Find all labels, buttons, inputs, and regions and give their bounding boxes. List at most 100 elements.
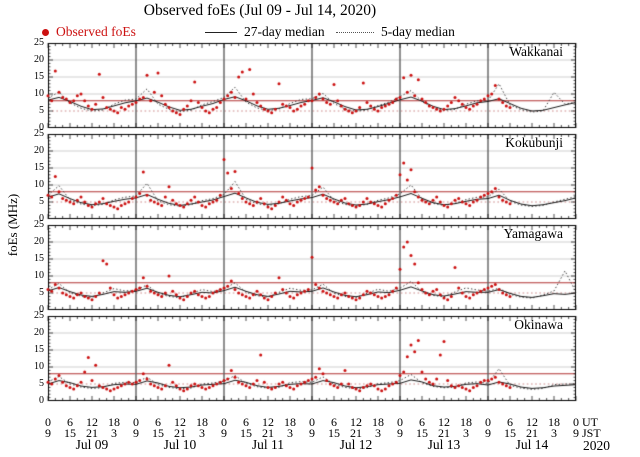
y-tick-label: 5	[39, 105, 44, 116]
station-label: Kokubunji	[505, 135, 563, 150]
x-tick-ut: 18	[284, 415, 296, 429]
y-tick-label: 5	[39, 378, 44, 389]
x-tick-ut: 0	[573, 415, 579, 429]
x-tick-jst: 21	[262, 426, 274, 440]
x-tick-jst: 15	[416, 426, 428, 440]
x-tick-jst: 21	[174, 426, 186, 440]
x-tick-jst: 3	[551, 426, 557, 440]
x-tick-ut: 0	[397, 415, 403, 429]
y-tick-label: 20	[34, 145, 44, 156]
y-tick-label: 25	[34, 310, 44, 321]
x-tick-ut: 12	[174, 415, 186, 429]
x-tick-jst: 21	[526, 426, 538, 440]
x-tick-ut: 18	[108, 415, 120, 429]
day-label: Jul 14	[515, 437, 549, 452]
x-tick-jst: 21	[438, 426, 450, 440]
y-tick-label: 20	[34, 327, 44, 338]
y-tick-label: 0	[39, 213, 44, 224]
x-tick-ut: 12	[526, 415, 538, 429]
x-tick-ut: 0	[221, 415, 227, 429]
x-tick-ut: 12	[350, 415, 362, 429]
day-label: Jul 10	[163, 437, 197, 452]
y-tick-label: 5	[39, 287, 44, 298]
x-tick-jst: 9	[221, 426, 227, 440]
legend-median5-label: 5-day median	[381, 24, 455, 39]
y-tick-label: 10	[34, 361, 44, 372]
day-label: Jul 09	[75, 437, 109, 452]
x-tick-ut: 6	[507, 415, 513, 429]
jst-unit-label: JST	[582, 426, 601, 440]
y-tick-label: 0	[39, 304, 44, 315]
dotted-line-icon	[336, 31, 374, 33]
y-axis-label: foEs (MHz)	[5, 193, 20, 257]
x-tick-jst: 15	[64, 426, 76, 440]
observed-dot-icon	[42, 28, 49, 36]
y-tick-label: 15	[34, 71, 44, 82]
x-tick-jst: 9	[309, 426, 315, 440]
x-tick-jst: 9	[397, 426, 403, 440]
x-tick-jst: 15	[240, 426, 252, 440]
x-tick-ut: 18	[548, 415, 560, 429]
y-tick-label: 20	[34, 236, 44, 247]
x-tick-ut: 12	[262, 415, 274, 429]
x-tick-ut: 0	[133, 415, 139, 429]
station-label: Yamagawa	[503, 226, 563, 241]
x-tick-ut: 6	[331, 415, 337, 429]
x-tick-jst: 15	[328, 426, 340, 440]
solid-line-icon	[205, 31, 237, 33]
x-tick-ut: 0	[309, 415, 315, 429]
legend-median27: 27-day median	[205, 24, 325, 40]
station-label: Wakkanai	[509, 44, 563, 59]
x-tick-jst: 21	[350, 426, 362, 440]
legend-observed-label: Observed foEs	[56, 24, 136, 39]
x-tick-jst: 9	[45, 426, 51, 440]
legend-observed: Observed foEs	[42, 24, 136, 40]
x-tick-jst: 9	[573, 426, 579, 440]
x-tick-jst: 3	[111, 426, 117, 440]
y-tick-label: 20	[34, 54, 44, 65]
year-label: 2020	[583, 438, 610, 453]
day-label: Jul 12	[339, 437, 373, 452]
x-tick-jst: 3	[463, 426, 469, 440]
x-tick-ut: 12	[438, 415, 450, 429]
day-label: Jul 11	[251, 437, 285, 452]
legend-median27-label: 27-day median	[244, 24, 325, 39]
station-label: Okinawa	[514, 317, 563, 332]
y-tick-label: 0	[39, 122, 44, 133]
x-tick-ut: 0	[485, 415, 491, 429]
y-tick-label: 25	[34, 219, 44, 230]
x-tick-jst: 21	[86, 426, 98, 440]
x-tick-ut: 18	[460, 415, 472, 429]
y-tick-label: 10	[34, 179, 44, 190]
y-tick-label: 10	[34, 88, 44, 99]
y-tick-label: 10	[34, 270, 44, 281]
x-tick-jst: 15	[152, 426, 164, 440]
y-tick-label: 15	[34, 344, 44, 355]
x-tick-ut: 6	[155, 415, 161, 429]
x-tick-ut: 6	[419, 415, 425, 429]
y-tick-label: 15	[34, 162, 44, 173]
x-tick-ut: 18	[196, 415, 208, 429]
chart-title: Observed foEs (Jul 09 - Jul 14, 2020)	[143, 2, 377, 19]
x-tick-jst: 9	[133, 426, 139, 440]
x-tick-jst: 15	[504, 426, 516, 440]
x-tick-jst: 3	[375, 426, 381, 440]
x-tick-ut: 6	[67, 415, 73, 429]
y-tick-label: 25	[34, 128, 44, 139]
y-tick-label: 15	[34, 253, 44, 264]
legend-median5: 5-day median	[336, 24, 455, 40]
x-tick-jst: 9	[485, 426, 491, 440]
y-tick-label: 25	[34, 37, 44, 48]
y-tick-label: 5	[39, 196, 44, 207]
x-tick-ut: 6	[243, 415, 249, 429]
y-tick-label: 0	[39, 395, 44, 406]
x-tick-ut: 0	[45, 415, 51, 429]
day-label: Jul 13	[427, 437, 461, 452]
x-tick-jst: 3	[199, 426, 205, 440]
x-tick-jst: 3	[287, 426, 293, 440]
ut-unit-label: UT	[582, 415, 598, 429]
x-tick-ut: 18	[372, 415, 384, 429]
x-tick-ut: 12	[86, 415, 98, 429]
